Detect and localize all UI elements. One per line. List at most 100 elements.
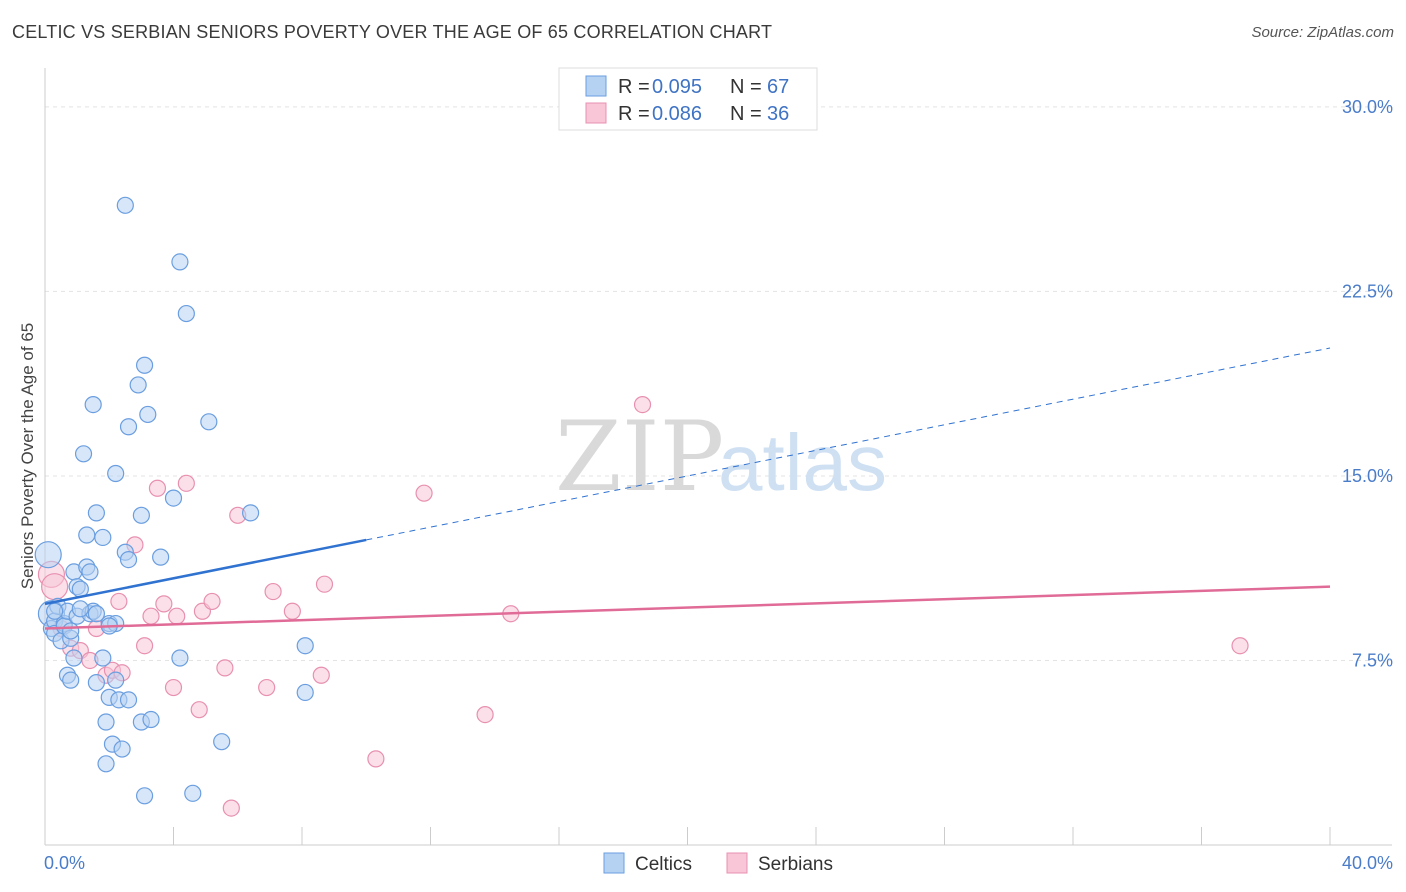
celtics-point — [94, 649, 112, 667]
serbians-point — [110, 592, 128, 611]
celtics-point — [119, 418, 138, 436]
legend-r-label-serbians: R = — [618, 103, 650, 125]
celtics-point — [171, 253, 189, 271]
celtics-point — [87, 674, 106, 692]
bottom-legend-label-celtics: Celtics — [635, 854, 692, 875]
celtics-point — [132, 506, 150, 524]
celtics-point — [87, 504, 106, 522]
celtics-point — [213, 733, 231, 751]
legend-r-label-celtics: R = — [618, 76, 650, 98]
x-tick-label: 40.0% — [1342, 853, 1393, 873]
y-axis-title: Seniors Poverty Over the Age of 65 — [18, 323, 37, 589]
legend: R = 0.095 N = 67 R = 0.086 N = 36 — [558, 67, 818, 131]
celtics-point — [164, 489, 183, 507]
celtics-point — [87, 605, 106, 623]
serbians-point — [41, 573, 69, 601]
grid-lines — [45, 106, 1392, 661]
celtics-point — [94, 528, 112, 547]
celtics-point — [107, 671, 125, 689]
legend-n-value-celtics: 67 — [767, 76, 789, 98]
celtics-point — [74, 445, 93, 463]
celtics-point — [113, 740, 131, 758]
watermark: ZIP atlas — [555, 401, 887, 513]
legend-swatch-celtics — [585, 75, 607, 97]
x-tick-labels: 0.0% 40.0% — [44, 853, 1393, 873]
serbians-point — [177, 474, 195, 492]
trend-lines — [44, 347, 1331, 630]
y-tick-labels: 7.5% 15.0% 22.5% 30.0% — [1342, 97, 1393, 671]
legend-swatch-serbians — [585, 102, 607, 124]
celtics-point — [242, 504, 260, 522]
celtics-points — [34, 196, 314, 805]
bottom-legend-swatch-serbians — [726, 852, 748, 874]
celtics-point — [135, 787, 154, 805]
celtics-point — [177, 304, 195, 323]
celtics-point — [107, 464, 125, 483]
y-tick-label: 22.5% — [1342, 281, 1393, 301]
celtics-point — [65, 649, 83, 667]
celtics-point — [46, 602, 64, 620]
bottom-legend-swatch-celtics — [603, 852, 625, 874]
watermark-zip: ZIP — [555, 401, 724, 513]
serbians-point — [264, 582, 282, 601]
legend-n-label-celtics: N = — [730, 76, 762, 98]
celtics-point — [119, 691, 138, 709]
serbians-point — [476, 706, 494, 724]
celtics-point — [139, 405, 157, 424]
celtics-trend-extension — [366, 347, 1331, 541]
celtics-point — [296, 683, 314, 702]
serbians-point — [1231, 637, 1249, 655]
serbians-point — [312, 666, 330, 684]
celtics-point — [142, 710, 160, 729]
legend-r-value-serbians: 0.086 — [652, 103, 702, 125]
legend-r-value-celtics: 0.095 — [652, 76, 702, 98]
serbians-point — [367, 750, 385, 768]
bottom-legend-label-serbians: Serbians — [758, 854, 833, 875]
celtics-point — [200, 413, 218, 431]
x-tick-label: 0.0% — [44, 853, 85, 873]
celtics-point — [62, 622, 80, 640]
celtics-point — [152, 548, 170, 566]
celtics-point — [71, 600, 89, 618]
celtics-point — [135, 356, 154, 374]
serbians-point — [148, 479, 167, 497]
x-axis — [44, 68, 1392, 846]
celtics-point — [81, 563, 99, 581]
celtics-trend-line — [44, 538, 367, 606]
serbians-point — [315, 575, 334, 593]
serbians-point — [164, 678, 183, 697]
celtics-point — [296, 637, 314, 655]
serbians-point — [135, 637, 154, 655]
bottom-legend: Celtics Serbians — [603, 852, 833, 875]
celtics-point — [62, 671, 80, 689]
celtics-point — [171, 649, 189, 667]
legend-n-value-serbians: 36 — [767, 103, 789, 125]
celtics-point — [97, 713, 115, 731]
y-tick-label: 7.5% — [1352, 650, 1393, 670]
celtics-point — [84, 396, 102, 414]
serbians-point — [168, 607, 186, 625]
celtics-point — [129, 376, 147, 394]
serbians-point — [258, 678, 276, 697]
serbians-point — [203, 592, 221, 611]
serbians-point — [142, 607, 160, 625]
celtics-point — [78, 526, 96, 544]
legend-n-label-serbians: N = — [730, 103, 762, 125]
chart-title: CELTIC VS SERBIAN SENIORS POVERTY OVER T… — [12, 22, 773, 42]
celtics-point — [97, 755, 115, 773]
serbians-point — [633, 396, 652, 414]
serbians-point — [415, 484, 433, 502]
celtics-point — [34, 541, 62, 569]
serbians-trend-line — [44, 585, 1331, 630]
y-tick-label: 30.0% — [1342, 97, 1393, 117]
source-label: Source: ZipAtlas.com — [1251, 24, 1394, 41]
celtics-point — [184, 784, 202, 802]
serbians-point — [155, 595, 173, 613]
y-tick-label: 15.0% — [1342, 466, 1393, 486]
serbians-point — [283, 602, 301, 620]
celtics-point — [119, 551, 138, 569]
serbians-point — [216, 659, 234, 677]
serbians-point — [222, 799, 240, 817]
celtics-point — [116, 196, 134, 214]
